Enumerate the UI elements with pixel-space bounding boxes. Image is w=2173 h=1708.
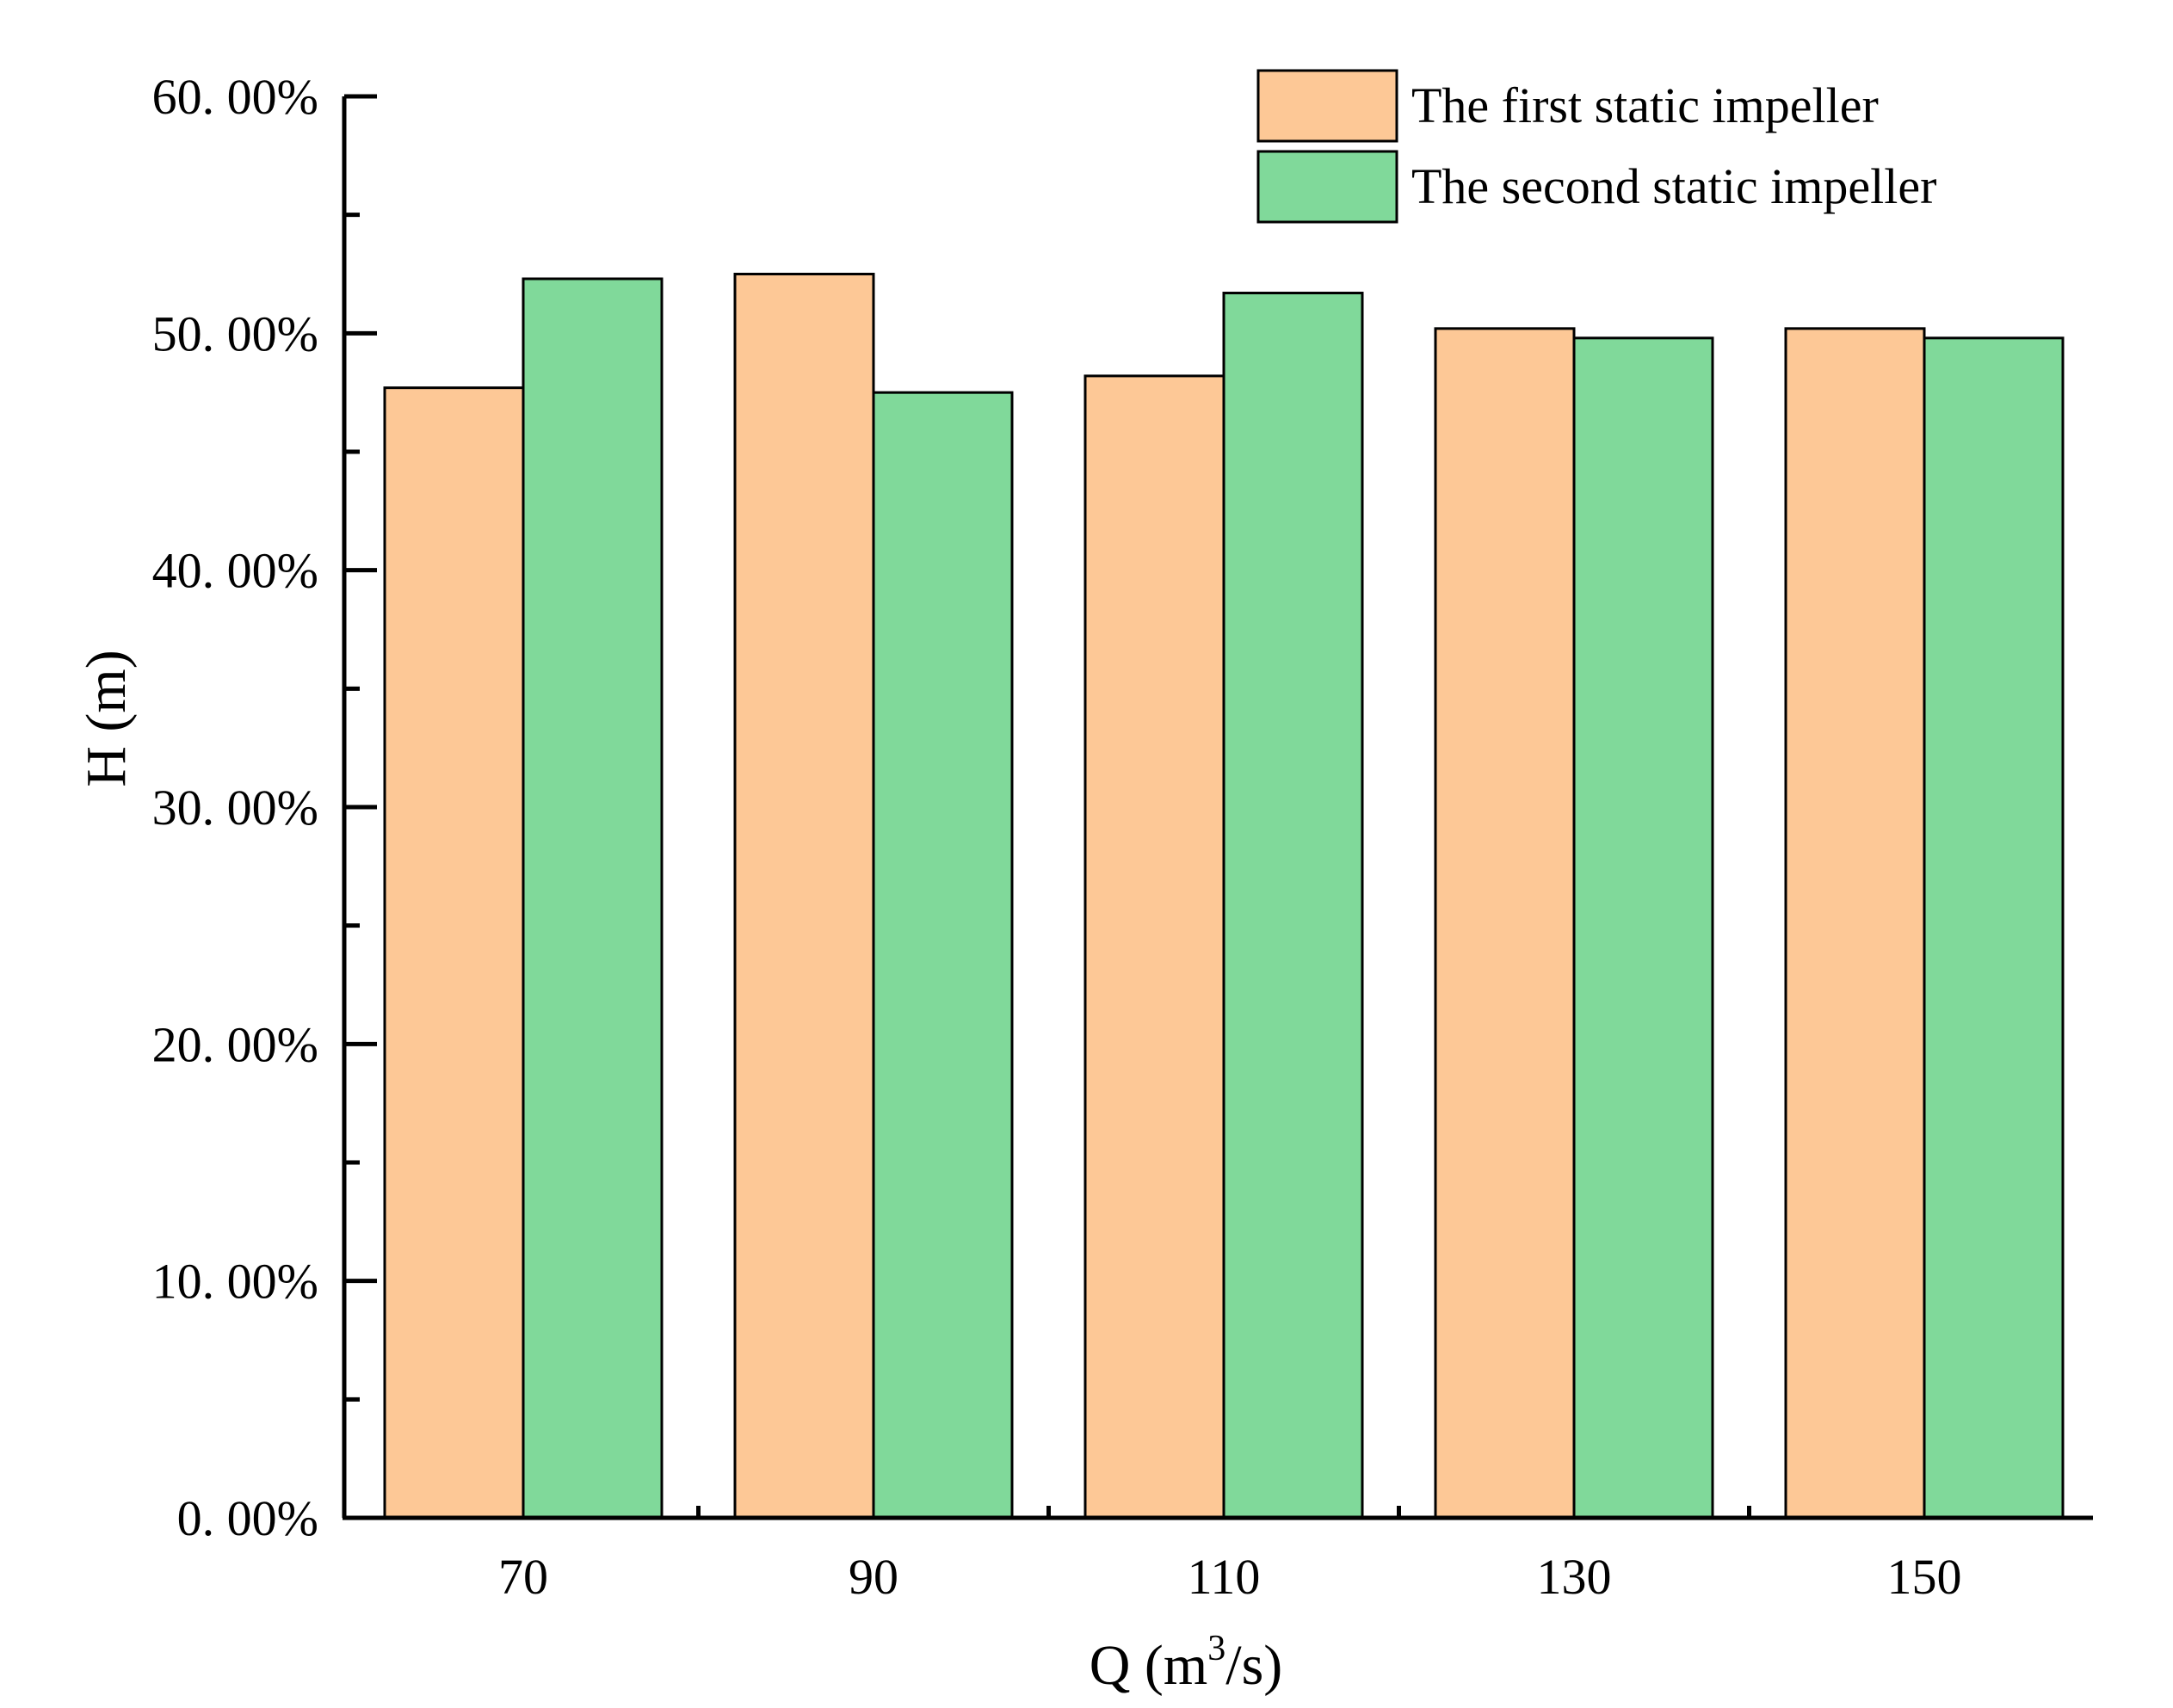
- x-tick-label: 70: [498, 1549, 548, 1605]
- bar-second-static-impeller-q130: [1572, 336, 1714, 1520]
- bar-first-static-impeller-q90: [733, 273, 875, 1520]
- y-tick-label: 0. 00%: [177, 1490, 318, 1546]
- bar-second-static-impeller-q110: [1222, 292, 1364, 1520]
- ticks-layer: 70 90 110 130 150 0. 00% 10. 00% 20. 00% 30. 00%…: [152, 69, 1962, 1605]
- x-tick-label: 130: [1537, 1549, 1612, 1605]
- bar-first-static-impeller-q70: [383, 386, 525, 1520]
- bars-layer: [383, 273, 2065, 1520]
- y-tick-label: 30. 00%: [152, 780, 318, 836]
- y-tick-label: 20. 00%: [152, 1016, 318, 1072]
- legend-label-first-static-impeller: The first static impeller: [1411, 77, 1879, 133]
- y-tick-label: 50. 00%: [152, 305, 318, 361]
- legend-label-second-static-impeller: The second static impeller: [1411, 158, 1936, 214]
- bar-first-static-impeller-q110: [1083, 374, 1225, 1520]
- legend-swatch-second-static-impeller: [1256, 150, 1398, 224]
- y-tick-label: 40. 00%: [152, 543, 318, 599]
- y-tick-label: 10. 00%: [152, 1254, 318, 1310]
- bar-second-static-impeller-q70: [522, 277, 664, 1520]
- x-axis-title: Q (m3/s): [1090, 1629, 1282, 1697]
- x-tick-label: 110: [1188, 1549, 1261, 1605]
- legend: The first static impeller The second sta…: [1256, 69, 1936, 224]
- x-tick-label: 90: [849, 1549, 898, 1605]
- bar-second-static-impeller-q90: [872, 391, 1014, 1520]
- bar-second-static-impeller-q150: [1923, 336, 2065, 1520]
- y-tick-label: 60. 00%: [152, 69, 318, 125]
- legend-swatch-first-static-impeller: [1256, 69, 1398, 143]
- y-axis-title: H (m): [75, 650, 138, 786]
- bar-first-static-impeller-q130: [1434, 327, 1576, 1520]
- x-tick-label: 150: [1887, 1549, 1962, 1605]
- bar-first-static-impeller-q150: [1784, 327, 1926, 1520]
- x-axis-title-superscript: 3: [1207, 1629, 1225, 1668]
- x-axis-title-main: Q (m: [1090, 1634, 1207, 1697]
- x-axis-title-tail: /s): [1225, 1634, 1282, 1697]
